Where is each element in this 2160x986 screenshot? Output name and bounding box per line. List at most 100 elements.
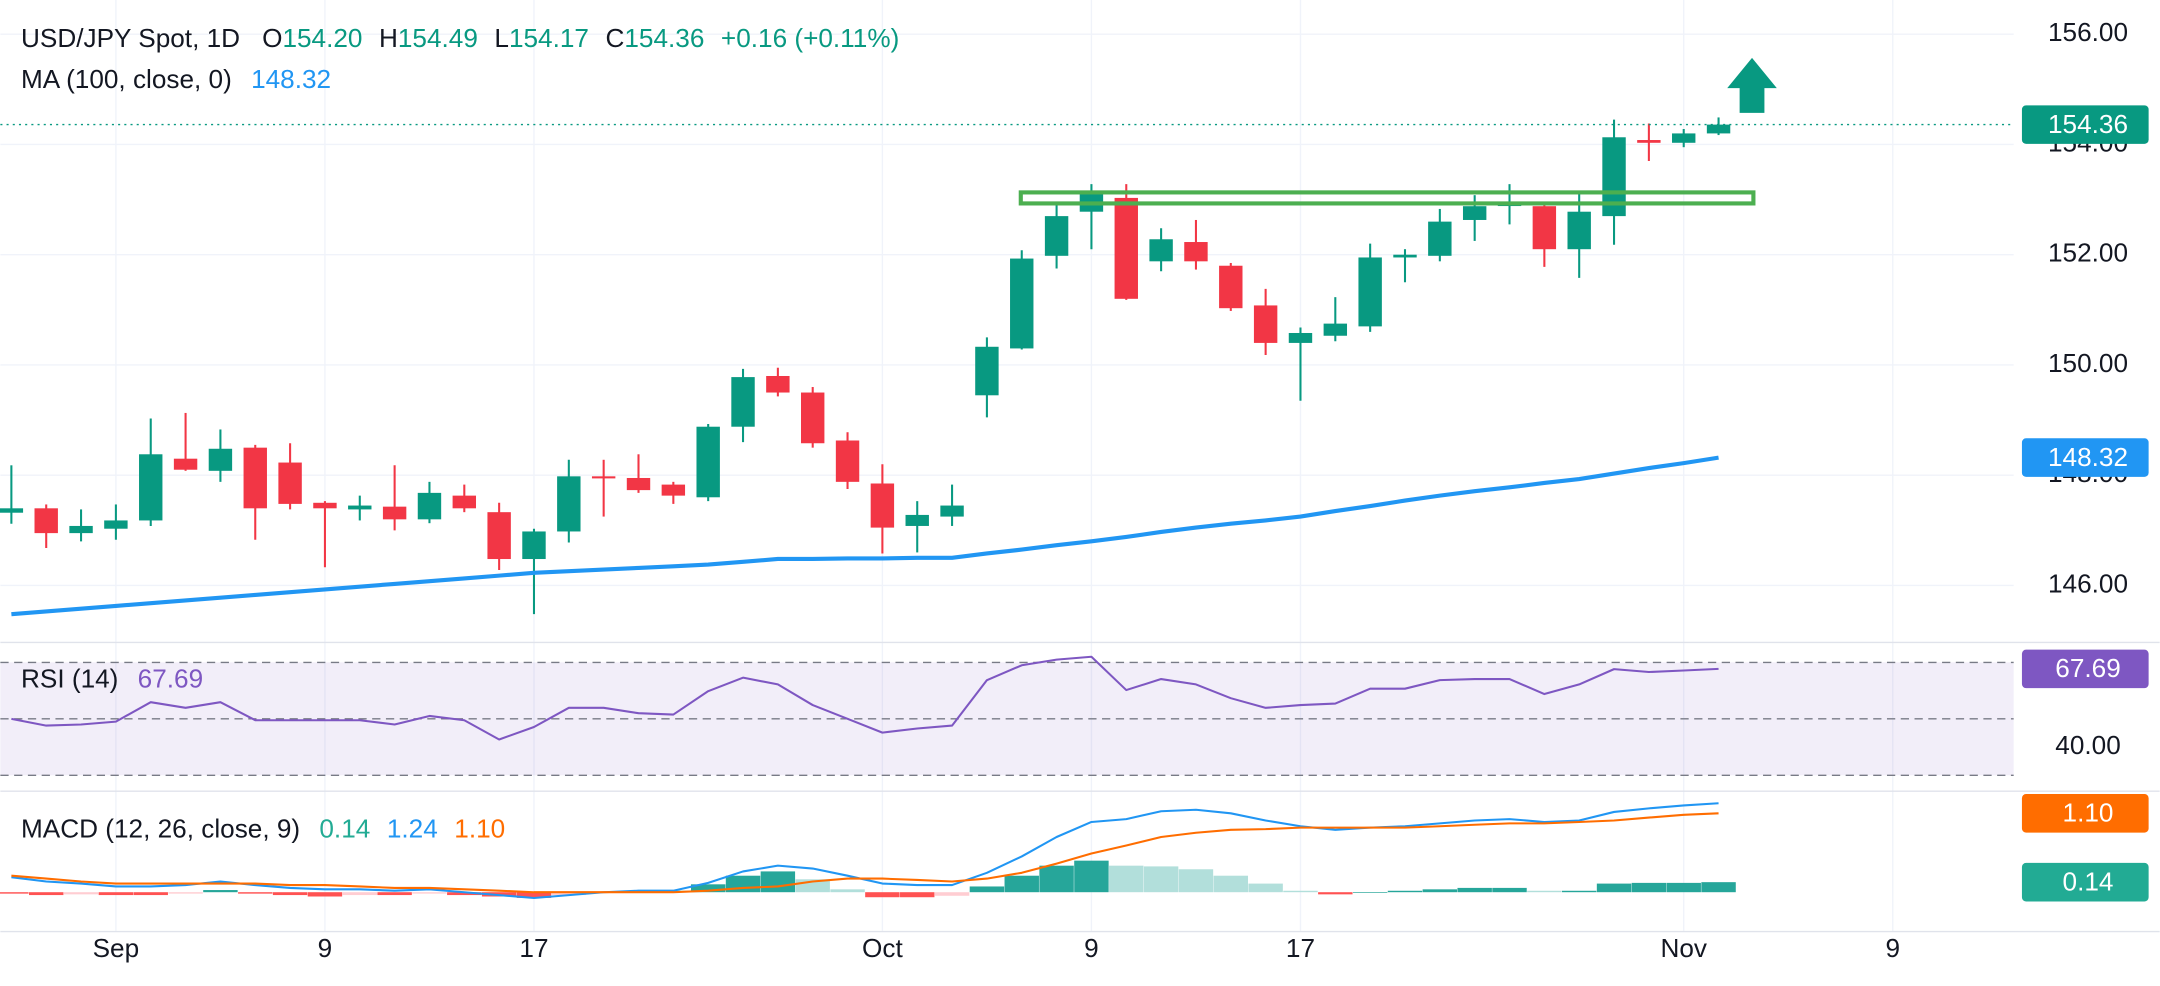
candle-body bbox=[243, 447, 267, 509]
histogram-bar bbox=[1318, 892, 1353, 895]
front-layer: Sep917Oct917Nov9146.00148.00150.00152.00… bbox=[21, 17, 2149, 963]
candle-body bbox=[557, 476, 581, 532]
histogram-value: 0.14 bbox=[319, 813, 370, 843]
histogram-bar bbox=[307, 892, 343, 897]
main-layer bbox=[0, 117, 2014, 900]
histogram-bar bbox=[1596, 883, 1632, 893]
candle-body bbox=[626, 477, 651, 491]
candle-body bbox=[1393, 254, 1417, 258]
candle-body bbox=[940, 505, 964, 517]
legend: MACD (12, 26, close, 9) 0.14 1.24 1.10 bbox=[21, 813, 505, 843]
ma-value: 148.32 bbox=[251, 64, 331, 94]
candle-body bbox=[348, 505, 372, 510]
candle-body bbox=[591, 476, 616, 479]
histogram-bar bbox=[1004, 875, 1039, 893]
histogram-bar bbox=[1283, 890, 1318, 893]
candle-body bbox=[1010, 258, 1034, 349]
signal-badge-label: 1.10 bbox=[2063, 798, 2114, 828]
x-tick-label: Sep bbox=[93, 933, 140, 963]
x-tick-label: Nov bbox=[1660, 933, 1707, 963]
histogram-bar bbox=[1387, 890, 1423, 893]
resistance-zone bbox=[1018, 190, 1756, 206]
candle-body bbox=[452, 495, 477, 509]
histogram-bar bbox=[760, 871, 796, 893]
histogram-bar bbox=[63, 892, 99, 895]
candle-body bbox=[1428, 221, 1452, 256]
legend: MA (100, close, 0) 148.32 bbox=[21, 64, 331, 94]
candle-body bbox=[1288, 332, 1313, 343]
candle-body bbox=[173, 458, 198, 470]
histogram-bar bbox=[0, 892, 29, 894]
moving-average-line bbox=[11, 455, 1719, 617]
candle-body bbox=[1532, 206, 1557, 250]
candle-body bbox=[1184, 242, 1208, 262]
x-tick-label: 9 bbox=[318, 933, 333, 963]
ma-badge bbox=[2021, 438, 2149, 477]
candle-body bbox=[731, 377, 755, 427]
macd-value: 1.24 bbox=[387, 813, 438, 843]
histogram-bar bbox=[98, 892, 134, 896]
symbol: USD/JPY Spot, 1D bbox=[21, 23, 240, 53]
histogram-bar bbox=[1631, 882, 1667, 893]
chart-header: USD/JPY Spot, 1D O154.20 H154.49 L154.17 C15… bbox=[21, 23, 899, 53]
histogram-bar bbox=[412, 892, 447, 894]
histogram-bar bbox=[238, 892, 273, 894]
candle-body bbox=[1672, 133, 1696, 143]
histogram-bar bbox=[1527, 890, 1562, 893]
histogram-bar bbox=[969, 886, 1005, 893]
histogram-bar bbox=[1492, 887, 1527, 893]
price-badge-label: 154.36 bbox=[2048, 109, 2128, 139]
histogram-bar bbox=[133, 892, 168, 896]
ohlc-key: L bbox=[494, 23, 509, 53]
histogram-bar bbox=[342, 892, 377, 896]
candle-body bbox=[1219, 265, 1243, 309]
y-tick-label: 152.00 bbox=[2048, 238, 2128, 268]
x-tick-label: 17 bbox=[519, 933, 548, 963]
price-badge bbox=[2021, 105, 2149, 144]
candle-body bbox=[1637, 140, 1661, 143]
histogram-bar bbox=[377, 892, 412, 896]
candle-body bbox=[801, 392, 825, 444]
rsi-badge-label: 67.69 bbox=[2055, 653, 2120, 683]
candle-body bbox=[278, 462, 302, 504]
x-tick-label: 9 bbox=[1084, 933, 1099, 963]
candle-body bbox=[313, 502, 337, 509]
candle-body bbox=[696, 426, 720, 498]
candle-body bbox=[34, 508, 58, 534]
candle-body bbox=[1706, 124, 1731, 134]
candle-body bbox=[487, 512, 511, 560]
candle-body bbox=[661, 484, 686, 496]
histogram-bar bbox=[272, 892, 308, 896]
y-tick-label: 146.00 bbox=[2048, 568, 2128, 598]
candle-body bbox=[766, 375, 790, 393]
histogram-bar bbox=[516, 892, 552, 898]
candle-body bbox=[1462, 206, 1487, 220]
candle-body bbox=[870, 483, 895, 528]
y-tick-label: 40.00 bbox=[2055, 730, 2120, 760]
candle-body bbox=[104, 520, 128, 529]
histogram-bar bbox=[551, 892, 587, 896]
histogram-bar bbox=[447, 892, 482, 896]
histogram-bar bbox=[1701, 882, 1736, 893]
candle-body bbox=[835, 440, 860, 482]
histogram-bar bbox=[203, 890, 238, 893]
histogram-bar bbox=[1178, 869, 1214, 893]
x-tick-label: Oct bbox=[862, 933, 903, 963]
candle-body bbox=[0, 508, 24, 513]
candle-body bbox=[975, 346, 999, 396]
signal-value: 1.10 bbox=[454, 813, 505, 843]
y-tick-label: 150.00 bbox=[2048, 348, 2128, 378]
change: +0.16 (+0.11%) bbox=[721, 23, 899, 53]
signal-line bbox=[11, 812, 1719, 894]
candle-body bbox=[1114, 197, 1138, 299]
histogram-badge-label: 0.14 bbox=[2063, 866, 2114, 896]
histogram-bar bbox=[690, 884, 726, 893]
histogram-badge bbox=[2021, 862, 2149, 902]
y-tick-label: 156.00 bbox=[2048, 17, 2128, 47]
candle-body bbox=[1602, 137, 1626, 217]
rsi-value: 67.69 bbox=[138, 663, 203, 693]
signal-badge bbox=[2021, 794, 2149, 833]
histogram-bar bbox=[1422, 889, 1458, 893]
x-tick-label: 17 bbox=[1286, 933, 1315, 963]
